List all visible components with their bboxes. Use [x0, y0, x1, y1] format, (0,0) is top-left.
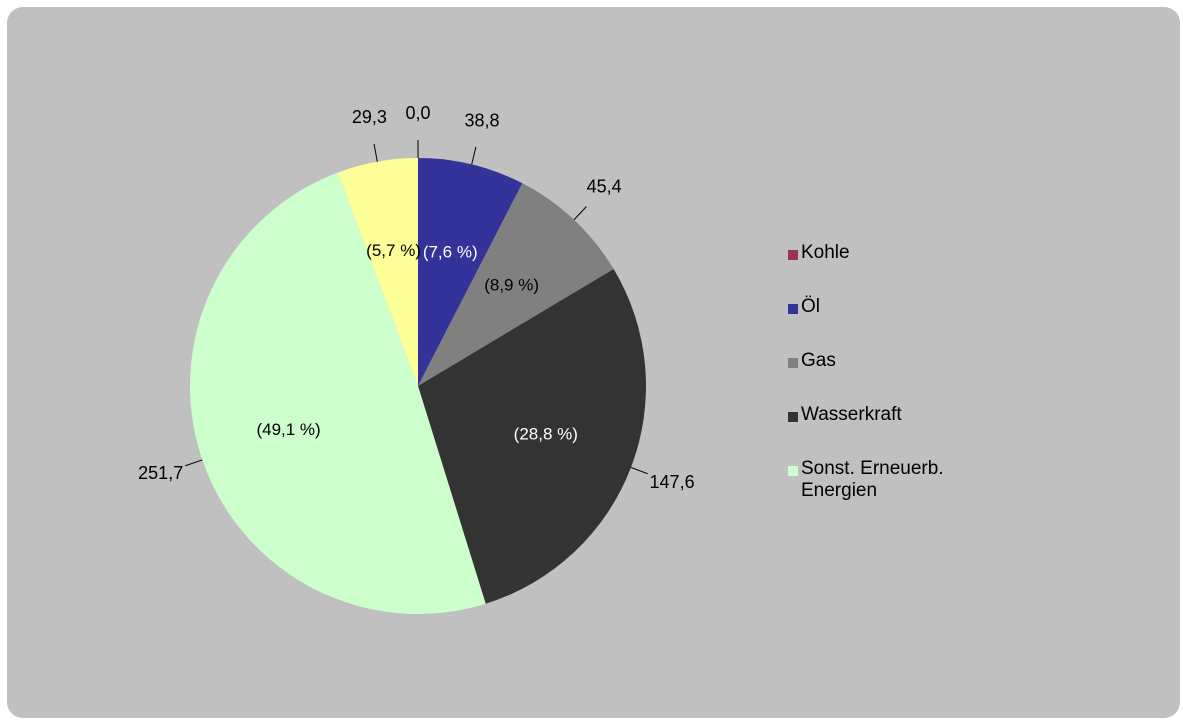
legend-item: Gas — [788, 350, 978, 404]
value-label: 45,4 — [587, 176, 622, 196]
legend-label: Sonst. Erneuerb. Energien — [801, 458, 944, 501]
leader-line — [185, 459, 203, 467]
legend-label: Gas — [801, 350, 836, 371]
legend-label: Öl — [801, 296, 820, 317]
legend: Kohle Öl Gas Wasserkraft Sonst. Erneuerb. En… — [788, 242, 978, 512]
pie-slice — [190, 172, 486, 614]
leader-line — [630, 466, 648, 475]
legend-item: Sonst. Erneuerb. Energien — [788, 458, 978, 512]
percent-label: (5,7 %) — [366, 241, 421, 260]
value-label: 147,6 — [650, 472, 695, 492]
legend-swatch — [788, 304, 798, 314]
legend-label: Wasserkraft — [801, 404, 902, 425]
legend-label: Kohle — [801, 242, 850, 263]
legend-swatch — [788, 250, 798, 260]
leader-line — [373, 143, 378, 162]
percent-label: (49,1 %) — [256, 420, 320, 439]
percent-label: (28,8 %) — [514, 424, 578, 443]
pie-slice — [418, 268, 646, 604]
leader-line — [573, 206, 587, 221]
legend-item: Öl — [788, 296, 978, 350]
pie-slice — [418, 158, 523, 386]
legend-item: Wasserkraft — [788, 404, 978, 458]
pie-slice — [337, 158, 418, 386]
leader-line — [471, 146, 477, 165]
legend-swatch — [788, 358, 798, 368]
pie-slice — [418, 183, 614, 386]
percent-label: (7,6 %) — [423, 243, 478, 262]
legend-swatch — [788, 466, 798, 476]
value-label: 0,0 — [405, 103, 430, 123]
value-label: 38,8 — [465, 110, 500, 130]
percent-label: (8,9 %) — [484, 276, 539, 295]
value-label: 251,7 — [138, 463, 183, 483]
legend-item: Kohle — [788, 242, 978, 296]
legend-swatch — [788, 412, 798, 422]
value-label: 29,3 — [352, 107, 387, 127]
